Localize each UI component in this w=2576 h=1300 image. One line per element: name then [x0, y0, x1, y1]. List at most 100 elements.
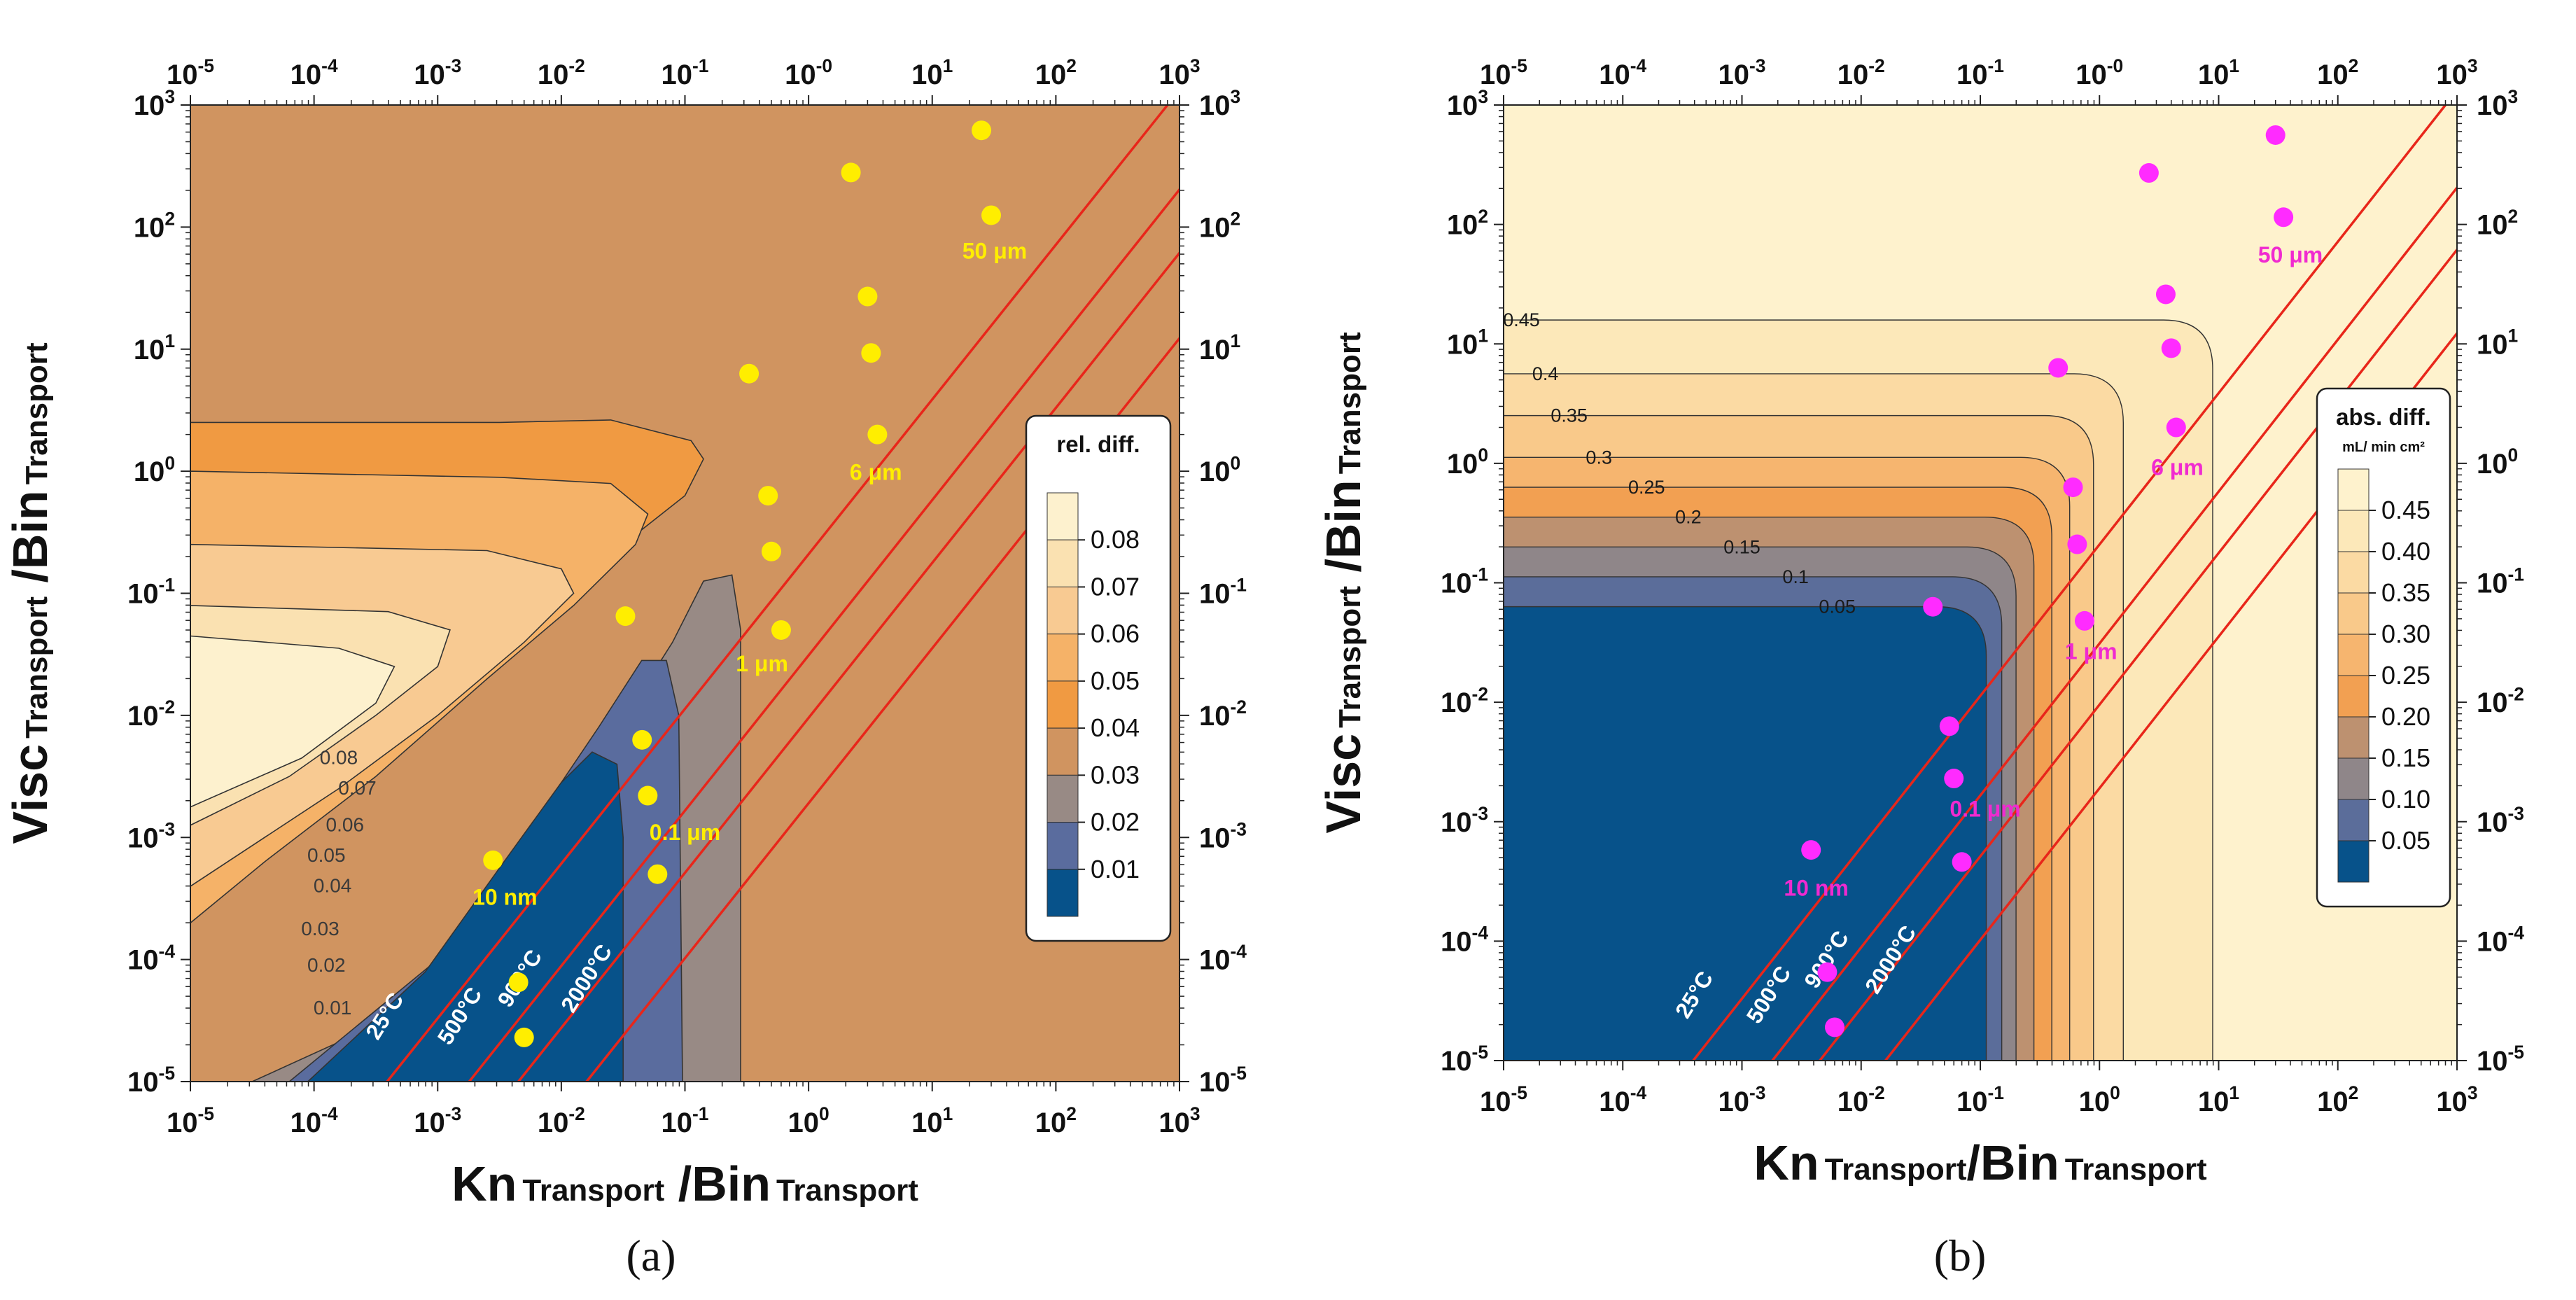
data-marker: [758, 486, 778, 506]
legend-swatch: [1046, 680, 1079, 729]
y-tick-label: 101: [1447, 325, 1488, 360]
y-tick-label: 10-1: [1441, 564, 1488, 599]
legend-label: 0.15: [2381, 743, 2430, 772]
legend-label: 0.05: [1091, 666, 1140, 695]
contour-label: 0.04: [314, 875, 352, 897]
y-tick-label-right: 10-5: [2477, 1042, 2524, 1077]
temperature-line: [1771, 186, 2457, 1061]
legend-swatch: [1046, 539, 1079, 587]
x-tick-label-top: 101: [911, 55, 953, 90]
y-tick-label-right: 103: [2477, 86, 2518, 121]
data-marker: [514, 1027, 534, 1047]
x-tick-label-top: 10-5: [1480, 55, 1527, 90]
y-tick-label-right: 10-2: [2477, 683, 2524, 718]
legend-swatch: [1046, 634, 1079, 682]
x-tick-label: 10-2: [1837, 1082, 1885, 1117]
size-label: 10 nm: [472, 885, 537, 910]
temperature-line: [386, 105, 1169, 1082]
y-tick-label: 10-5: [127, 1063, 175, 1098]
legend-swatch: [2337, 840, 2370, 883]
x-tick-label-top: 10-3: [414, 55, 461, 90]
y-tick-label-right: 10-2: [1199, 697, 1247, 732]
legend-label: 0.03: [1091, 760, 1140, 789]
legend-swatch: [2337, 510, 2370, 552]
plot-area: 0.080.070.060.050.040.030.020.01 25°C 500°…: [190, 105, 1180, 1082]
y-tick-label: 102: [1447, 206, 1488, 241]
x-tick-label-top: 10-5: [167, 55, 214, 90]
data-marker: [739, 363, 760, 384]
x-tick-label-top: 10-3: [1718, 55, 1766, 90]
legend-label: 0.45: [2381, 496, 2430, 524]
contour-label: 0.02: [307, 954, 346, 976]
legend-title: abs. diff.: [2336, 404, 2431, 430]
legend-label: 0.06: [1091, 620, 1140, 648]
data-marker: [2074, 610, 2094, 631]
data-marker: [615, 606, 636, 627]
contour-label: 0.08: [320, 747, 358, 769]
data-marker: [841, 162, 861, 183]
y-tick-label: 103: [134, 86, 175, 121]
y-tick-label-right: 10-4: [1199, 941, 1247, 976]
data-marker: [867, 424, 888, 445]
y-tick-label: 100: [1447, 445, 1488, 480]
y-tick-label-right: 100: [1199, 452, 1240, 487]
x-tick-label: 10-3: [414, 1103, 461, 1138]
x-tick-label: 100: [788, 1103, 830, 1138]
panel-caption: (b): [1934, 1231, 1987, 1280]
data-marker: [508, 972, 528, 993]
contour-label: 0.03: [301, 918, 340, 939]
x-tick-label-top: 10-4: [1599, 55, 1646, 90]
y-tick-label-right: 102: [2477, 206, 2518, 241]
data-marker: [2166, 417, 2186, 438]
data-marker: [1824, 1017, 1844, 1037]
y-tick-label: 10-4: [127, 941, 175, 976]
x-tick-label: 100: [2079, 1082, 2120, 1117]
legend-unit: mL/ min cm²: [2342, 440, 2425, 455]
y-axis-label: ViscTransport /BinTransport: [1316, 332, 1371, 834]
size-label: 1 μm: [736, 651, 788, 676]
y-tick-label: 10-2: [127, 697, 175, 732]
x-tick-label: 101: [911, 1103, 953, 1138]
legend-label: 0.25: [2381, 661, 2430, 690]
legend-label: 0.02: [1091, 808, 1140, 837]
contour-label: 0.25: [1628, 477, 1665, 498]
data-marker: [972, 120, 992, 141]
legend-label: 0.01: [1091, 855, 1140, 883]
x-tick-label-top: 10-0: [785, 55, 832, 90]
legend-swatch: [2337, 592, 2370, 635]
x-tick-label-top: 101: [2198, 55, 2239, 90]
x-tick-label-top: 10-1: [1956, 55, 2004, 90]
chart-a: 0.080.070.060.050.040.030.020.01 25°C 500°…: [3, 55, 1247, 1211]
legend-label: 0.05: [2381, 826, 2430, 855]
data-marker: [1952, 852, 1972, 872]
temperature-line: [1884, 331, 2457, 1061]
x-tick-label-top: 102: [1035, 55, 1077, 90]
legend-swatch: [1046, 822, 1079, 870]
data-marker: [648, 864, 668, 884]
x-tick-label: 10-1: [1956, 1082, 2004, 1117]
legend-swatch: [2337, 551, 2370, 594]
x-tick-label: 10-4: [1599, 1082, 1646, 1117]
x-tick-label: 103: [2436, 1082, 2477, 1117]
x-tick-label-top: 10-1: [662, 55, 709, 90]
data-marker: [2161, 338, 2181, 358]
legend-label: 0.30: [2381, 620, 2430, 648]
legend-title: rel. diff.: [1056, 431, 1140, 457]
y-tick-label: 102: [134, 209, 175, 244]
y-tick-label-right: 10-1: [1199, 575, 1247, 610]
data-marker: [1939, 716, 1959, 736]
data-marker: [981, 205, 1002, 225]
contour-label: 0.45: [1503, 309, 1540, 330]
y-tick-label-right: 10-1: [2477, 564, 2524, 599]
contour-region: [1504, 606, 1987, 1061]
x-tick-label-top: 103: [2436, 55, 2477, 90]
y-axis-label: ViscTransport /BinTransport: [3, 342, 57, 844]
legend-swatch: [2337, 675, 2370, 718]
temperature-line: [517, 251, 1180, 1082]
y-tick-label: 10-3: [1441, 803, 1488, 838]
data-marker: [2063, 477, 2083, 498]
x-tick-label-top: 10-0: [2076, 55, 2123, 90]
x-tick-label-top: 102: [2317, 55, 2358, 90]
x-tick-label: 10-2: [538, 1103, 585, 1138]
